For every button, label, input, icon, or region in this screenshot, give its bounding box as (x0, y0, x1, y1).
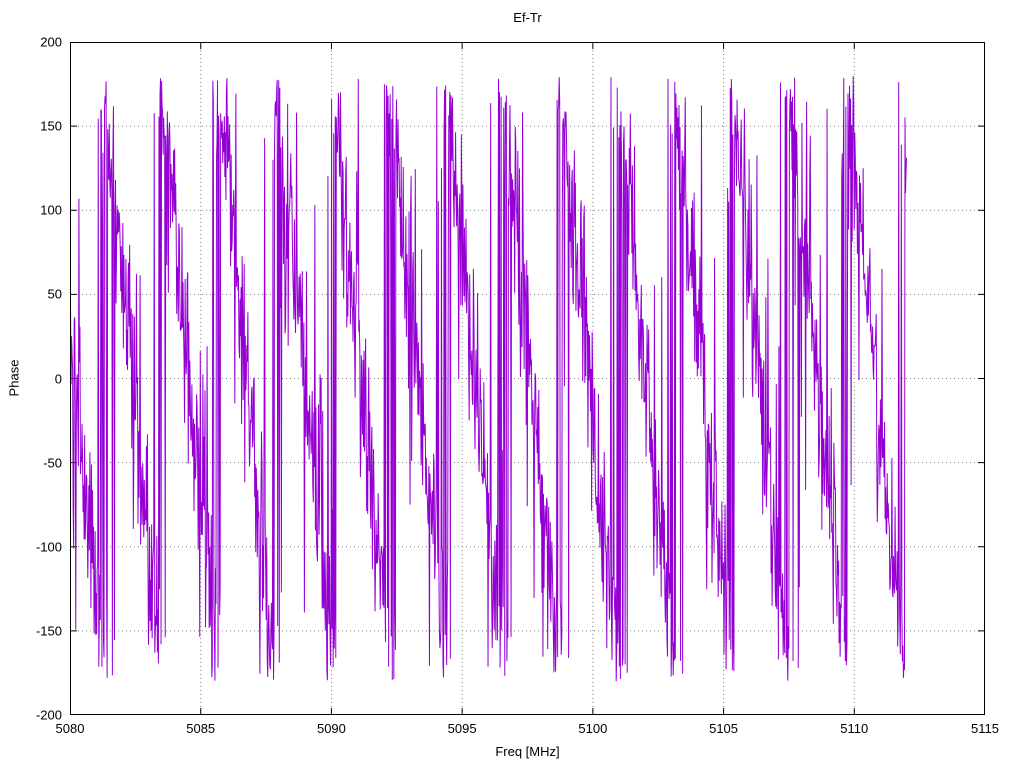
x-tick-label: 5115 (971, 721, 999, 736)
x-tick-label: 5110 (840, 721, 869, 736)
plot-wrapper (69, 42, 985, 715)
y-tick-label: -150 (35, 623, 62, 639)
y-tick-label: 150 (40, 118, 62, 134)
plot-area (69, 42, 985, 715)
x-tick-label: 5090 (316, 721, 346, 736)
y-tick-label: -200 (35, 707, 62, 723)
x-tick-label: 5085 (186, 721, 216, 736)
y-tick-label: 0 (54, 371, 62, 386)
y-tick-labels: 200 150 100 50 0 -50 -100 -150 -200 (0, 35, 62, 723)
x-tick-labels: 5080 5085 5090 5095 5100 5105 5110 5115 (56, 721, 999, 737)
x-tick-label: 5105 (709, 721, 739, 736)
data-line (69, 76, 908, 682)
x-axis-label: Freq [MHz] (495, 744, 560, 759)
y-tick-label: 50 (47, 286, 62, 302)
chart-title: Ef-Tr (513, 10, 542, 25)
y-tick-label: 200 (40, 34, 62, 50)
y-tick-label: -50 (43, 455, 62, 471)
x-tick-label: 5080 (55, 721, 85, 736)
x-tick-label: 5100 (578, 721, 608, 736)
x-tick-label: 5095 (447, 721, 477, 736)
y-tick-label: 100 (40, 202, 62, 218)
y-tick-label: -100 (35, 539, 62, 555)
plot-border (70, 42, 985, 715)
